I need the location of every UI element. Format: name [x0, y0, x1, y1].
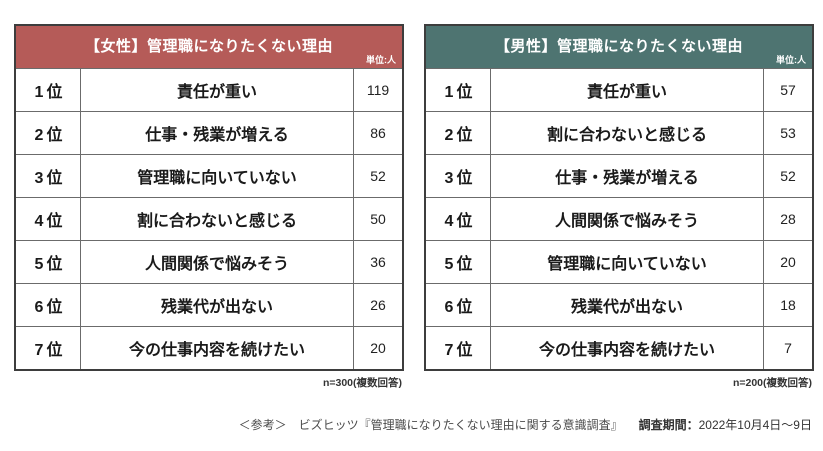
table: 【女性】管理職になりたくない理由 単位:人 1位 責任が重い 119 2位 仕事… [14, 24, 404, 371]
reason-cell: 人間関係で悩みそう [490, 198, 764, 240]
rank-cell: 5位 [34, 256, 66, 273]
reason-cell: 残業代が出ない [80, 284, 354, 326]
count-cell: 53 [780, 125, 796, 141]
reason-cell: 人間関係で悩みそう [80, 241, 354, 283]
source-reference: ＜参考＞ ビズヒッツ『管理職になりたくない理由に関する意識調査』 [238, 418, 623, 432]
reason-cell: 割に合わないと感じる [80, 198, 354, 240]
table-row: 5位 人間関係で悩みそう 36 [16, 240, 402, 283]
reason-cell: 責任が重い [490, 69, 764, 111]
survey-period-label: 調査期間： [638, 418, 699, 432]
reason-cell: 管理職に向いていない [490, 241, 764, 283]
rank-cell: 6位 [444, 299, 476, 316]
sample-size-note: n=300(複数回答) [322, 377, 402, 389]
table-row: 4位 割に合わないと感じる 50 [16, 197, 402, 240]
rank-cell: 4位 [444, 213, 476, 230]
count-cell: 52 [780, 168, 796, 184]
rank-cell: 2位 [34, 127, 66, 144]
table-row: 2位 仕事・残業が増える 86 [16, 111, 402, 154]
rank-cell: 5位 [444, 256, 476, 273]
reason-cell: 仕事・残業が増える [80, 112, 354, 154]
rank-cell: 7位 [444, 342, 476, 359]
count-cell: 57 [780, 82, 796, 98]
count-cell: 20 [780, 254, 796, 270]
rank-cell: 1位 [34, 84, 66, 101]
count-cell: 28 [780, 211, 796, 227]
table-row: 7位 今の仕事内容を続けたい 20 [16, 326, 402, 369]
table-header: 【女性】管理職になりたくない理由 単位:人 [16, 26, 402, 68]
reason-cell: 今の仕事内容を続けたい [490, 327, 764, 369]
rank-cell: 1位 [444, 84, 476, 101]
count-cell: 52 [370, 168, 386, 184]
table-row: 6位 残業代が出ない 18 [426, 283, 812, 326]
female-ranking-table: 【女性】管理職になりたくない理由 単位:人 1位 責任が重い 119 2位 仕事… [14, 24, 404, 390]
table-row: 3位 管理職に向いていない 52 [16, 154, 402, 197]
rank-cell: 6位 [34, 299, 66, 316]
table-row: 7位 今の仕事内容を続けたい 7 [426, 326, 812, 369]
reason-cell: 管理職に向いていない [80, 155, 354, 197]
reason-cell: 今の仕事内容を続けたい [80, 327, 354, 369]
source-caption: ＜参考＞ ビズヒッツ『管理職になりたくない理由に関する意識調査』 調査期間：202… [0, 416, 823, 433]
table-row: 1位 責任が重い 119 [16, 68, 402, 111]
table-header: 【男性】管理職になりたくない理由 単位:人 [426, 26, 812, 68]
table-title: 【男性】管理職になりたくない理由 [494, 37, 743, 55]
table-row: 4位 人間関係で悩みそう 28 [426, 197, 812, 240]
reason-cell: 残業代が出ない [490, 284, 764, 326]
count-cell: 50 [370, 211, 386, 227]
survey-period-value: 2022年10月4日～9日 [698, 418, 812, 432]
unit-label: 単位:人 [366, 55, 396, 65]
table-row: 2位 割に合わないと感じる 53 [426, 111, 812, 154]
rank-cell: 3位 [444, 170, 476, 187]
reason-cell: 責任が重い [80, 69, 354, 111]
reason-cell: 仕事・残業が増える [490, 155, 764, 197]
table-row: 1位 責任が重い 57 [426, 68, 812, 111]
count-cell: 18 [780, 297, 796, 313]
count-cell: 26 [370, 297, 386, 313]
count-cell: 7 [784, 340, 792, 356]
count-cell: 36 [370, 254, 386, 270]
male-ranking-table: 【男性】管理職になりたくない理由 単位:人 1位 責任が重い 57 2位 割に合… [424, 24, 814, 390]
count-cell: 119 [366, 82, 390, 98]
table-row: 3位 仕事・残業が増える 52 [426, 154, 812, 197]
table-row: 5位 管理職に向いていない 20 [426, 240, 812, 283]
rank-cell: 4位 [34, 213, 66, 230]
unit-label: 単位:人 [776, 55, 806, 65]
reason-cell: 割に合わないと感じる [490, 112, 764, 154]
ranking-tables-container: 【女性】管理職になりたくない理由 単位:人 1位 責任が重い 119 2位 仕事… [14, 24, 814, 390]
rank-cell: 3位 [34, 170, 66, 187]
count-cell: 20 [370, 340, 386, 356]
rank-cell: 2位 [444, 127, 476, 144]
count-cell: 86 [370, 125, 386, 141]
table-row: 6位 残業代が出ない 26 [16, 283, 402, 326]
table: 【男性】管理職になりたくない理由 単位:人 1位 責任が重い 57 2位 割に合… [424, 24, 814, 371]
rank-cell: 7位 [34, 342, 66, 359]
table-title: 【女性】管理職になりたくない理由 [84, 37, 333, 55]
sample-size-note: n=200(複数回答) [732, 377, 812, 389]
